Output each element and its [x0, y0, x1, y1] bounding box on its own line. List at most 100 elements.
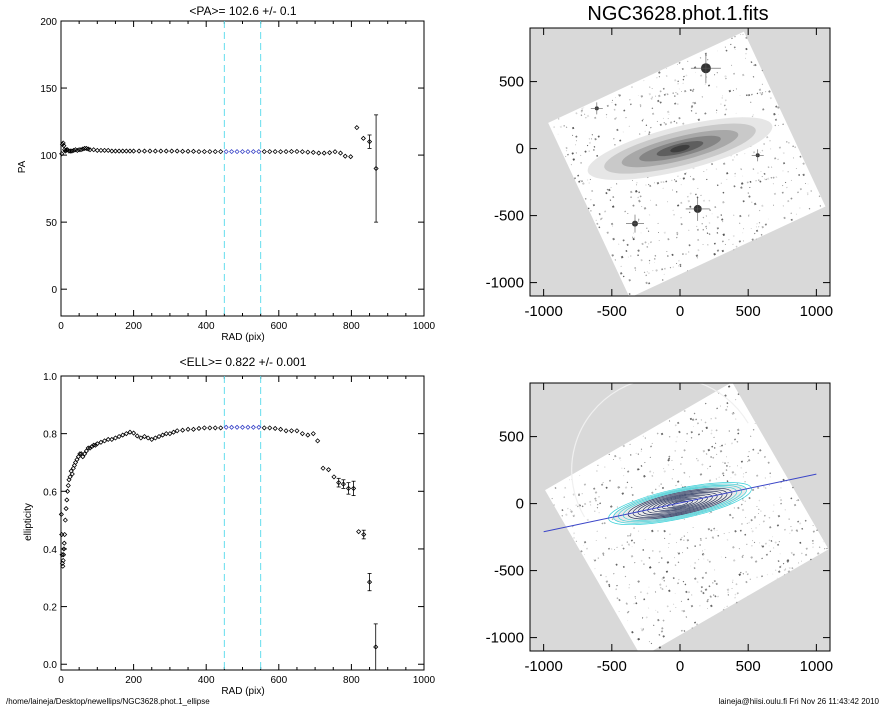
img1-noise	[575, 144, 577, 146]
img1-noise	[675, 91, 677, 94]
img2-noise	[617, 486, 620, 489]
img2-noise	[690, 565, 692, 567]
img2-noise	[692, 527, 694, 529]
ell-data-point	[361, 531, 367, 538]
img2-noise	[691, 627, 694, 629]
img1-noise	[657, 222, 659, 224]
img1-noise	[682, 82, 684, 84]
img2-noise	[706, 600, 709, 603]
img2-noise	[580, 550, 583, 553]
img1-noise	[705, 215, 708, 217]
pa-ylabel: PA	[17, 160, 28, 173]
img1-noise	[637, 249, 640, 252]
img1-noise	[673, 213, 675, 216]
pa-data-point	[283, 149, 289, 155]
img1-noise	[645, 281, 648, 285]
img1-noise	[656, 77, 658, 79]
img1-noise	[760, 171, 762, 172]
img1-noise	[672, 266, 674, 268]
ell-data-point	[83, 448, 89, 454]
img1-noise	[615, 97, 617, 99]
img1-noise	[765, 91, 767, 93]
img1-noise	[634, 266, 637, 270]
ell-data-point	[89, 444, 95, 450]
img2-noise	[702, 449, 706, 453]
img1-noise	[658, 94, 661, 98]
img1-noise	[768, 90, 771, 93]
img1-noise	[580, 114, 583, 117]
img1-noise	[637, 220, 640, 222]
pa-data-point	[94, 147, 100, 153]
img1-noise	[644, 130, 646, 133]
img1-noise	[620, 265, 622, 268]
pa-data-point	[141, 148, 148, 154]
img1-noise	[713, 242, 716, 245]
img1-noise	[676, 122, 678, 124]
img1-xtick-label: -500	[597, 303, 627, 320]
img1-noise	[701, 222, 703, 225]
img1-noise	[662, 117, 664, 119]
img2-noise	[733, 507, 736, 509]
pa-data-point	[112, 148, 119, 154]
img2-noise	[774, 541, 777, 544]
img1-noise	[575, 152, 577, 154]
img2-footprint-fill	[545, 383, 829, 651]
img2-noise	[672, 603, 675, 605]
img2-noise	[751, 530, 754, 533]
img1-noise	[695, 254, 699, 257]
img1-noise	[646, 271, 648, 273]
ell-ytick-label: 1.0	[43, 372, 57, 383]
img1-noise	[689, 175, 691, 177]
img1-noise	[777, 106, 780, 109]
pa-data-point	[60, 140, 66, 146]
pa-data-point	[101, 147, 108, 153]
img2-noise	[681, 610, 684, 612]
img1-noise	[734, 172, 736, 175]
img2-noise	[701, 576, 705, 580]
img1-noise	[669, 121, 673, 124]
img1-noise	[637, 219, 640, 221]
img1-noise	[777, 158, 779, 161]
img1-noise	[681, 90, 682, 92]
img1-noise	[742, 232, 744, 234]
pa-data-point	[163, 148, 169, 154]
img1-noise	[619, 139, 622, 142]
img1-noise	[745, 47, 748, 51]
img2-noise	[745, 571, 747, 573]
img2-noise	[721, 472, 725, 475]
img2-noise	[676, 480, 680, 483]
img1-noise	[573, 177, 577, 180]
ell-data-point	[61, 546, 67, 552]
img1-noise	[715, 109, 718, 111]
img2-noise	[734, 593, 737, 596]
img1-noise	[651, 112, 655, 116]
img2-noise	[658, 633, 661, 636]
img2-noise	[767, 461, 770, 464]
img1-noise	[641, 119, 644, 122]
img1-noise	[575, 135, 578, 138]
img1-noise	[675, 180, 678, 183]
img2-noise	[728, 430, 730, 432]
img2-noise	[640, 559, 643, 562]
img2-noise	[594, 497, 597, 500]
img2-noise	[756, 486, 760, 490]
ellipse-fit-area: -1000 -500 0 500 1000 -1000 -500 0 500	[486, 382, 833, 675]
pa-data-point	[64, 147, 70, 153]
img2-noise	[658, 646, 662, 649]
img2-noise	[645, 616, 648, 619]
img1-noise	[640, 259, 643, 262]
img1-noise	[781, 191, 784, 194]
img1-noise	[775, 176, 778, 179]
ell-xtick-label: 400	[198, 675, 215, 686]
img2-noise	[731, 587, 733, 589]
img1-noise	[724, 99, 727, 102]
ell-data-point	[64, 488, 71, 494]
img1-noise	[799, 207, 801, 209]
img2-noise	[769, 550, 772, 553]
img2-noise	[675, 484, 677, 487]
img1-noise	[764, 223, 768, 226]
img2-ytick-label: 0	[516, 496, 524, 513]
img1-noise	[658, 76, 661, 78]
img1-noise	[611, 101, 613, 103]
img1-noise	[662, 187, 664, 189]
